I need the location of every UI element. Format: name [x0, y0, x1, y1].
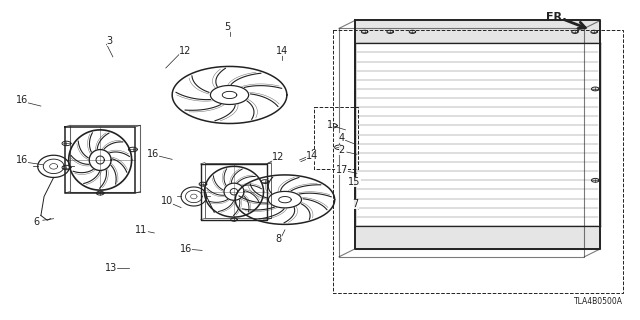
Text: 15: 15 [348, 177, 360, 187]
Text: TLA4B0500A: TLA4B0500A [573, 297, 623, 306]
Text: FR.: FR. [546, 12, 566, 22]
Text: 2: 2 [339, 146, 345, 156]
Text: 14: 14 [276, 45, 288, 56]
Text: 8: 8 [275, 234, 282, 244]
Text: 16: 16 [15, 155, 28, 165]
Text: 16: 16 [15, 95, 28, 105]
Text: 10: 10 [161, 196, 173, 206]
Text: 14: 14 [306, 151, 319, 161]
Text: 9: 9 [310, 149, 317, 159]
Text: 16: 16 [180, 244, 192, 254]
Text: 16: 16 [147, 149, 159, 159]
Text: 13: 13 [105, 263, 117, 273]
Text: 12: 12 [273, 152, 285, 162]
Text: 11: 11 [136, 225, 148, 235]
Text: 12: 12 [179, 45, 191, 56]
Text: 3: 3 [107, 36, 113, 46]
Text: 1: 1 [327, 120, 333, 130]
Text: 5: 5 [225, 22, 231, 32]
Text: 6: 6 [33, 217, 40, 227]
Text: 7: 7 [353, 199, 359, 209]
Text: 17: 17 [335, 164, 348, 174]
Text: 4: 4 [339, 133, 345, 143]
Bar [333, 30, 623, 293]
